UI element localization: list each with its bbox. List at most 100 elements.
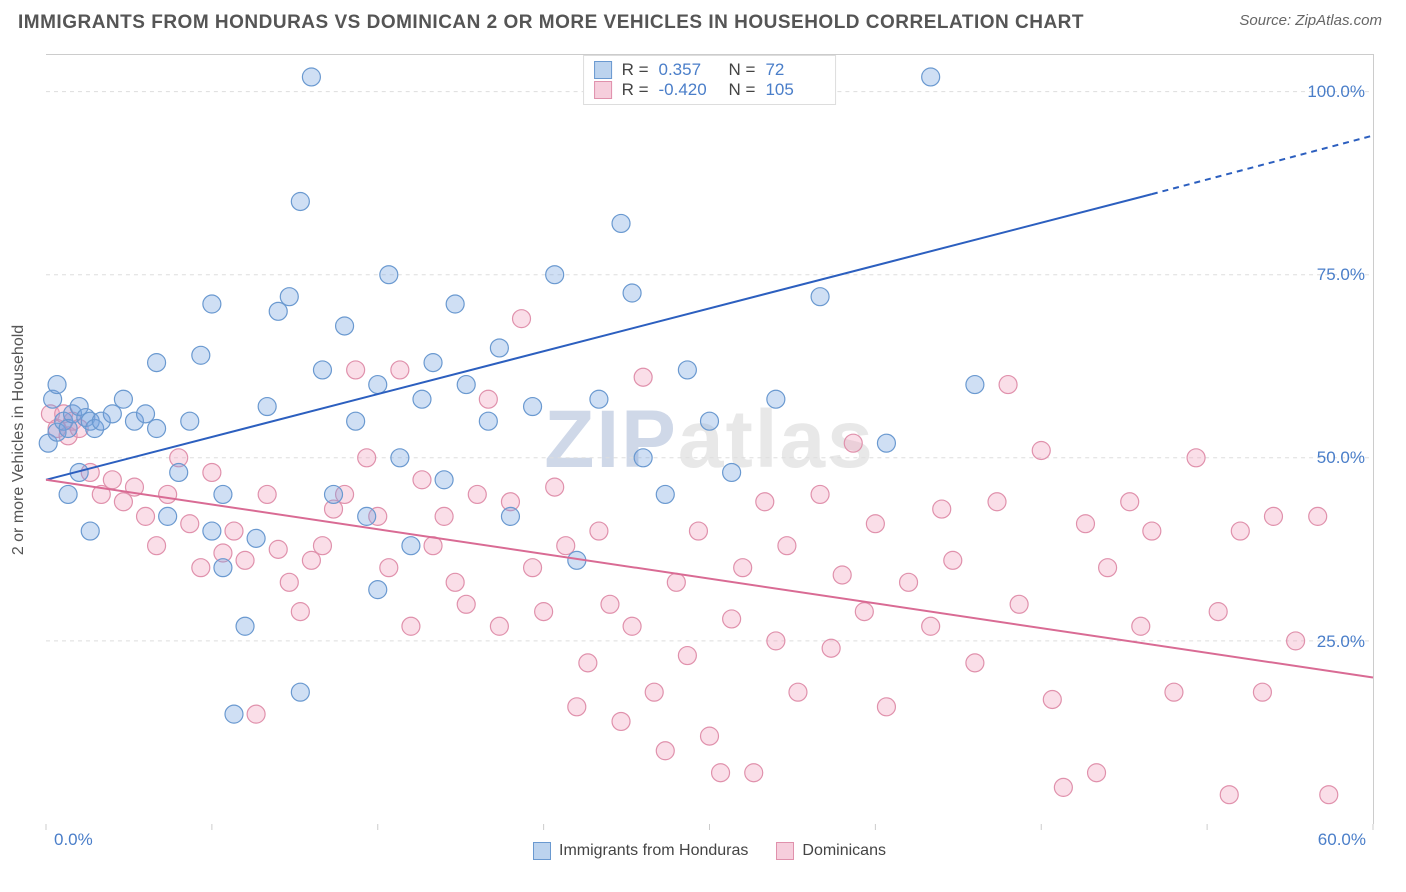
- data-point: [1076, 515, 1094, 533]
- data-point: [247, 529, 265, 547]
- x-min-label: 0.0%: [54, 830, 93, 850]
- stats-legend: R = 0.357 N = 72 R = -0.420 N = 105: [583, 55, 837, 105]
- data-point: [103, 405, 121, 423]
- data-point: [413, 471, 431, 489]
- data-point: [1054, 778, 1072, 796]
- data-point: [148, 537, 166, 555]
- data-point: [501, 507, 519, 525]
- n-value-a: 72: [765, 60, 825, 80]
- data-point: [767, 390, 785, 408]
- data-point: [192, 346, 210, 364]
- data-point: [1320, 786, 1338, 804]
- data-point: [1287, 632, 1305, 650]
- data-point: [325, 485, 343, 503]
- data-point: [623, 617, 641, 635]
- data-point: [667, 573, 685, 591]
- data-point: [1231, 522, 1249, 540]
- data-point: [1220, 786, 1238, 804]
- data-point: [291, 683, 309, 701]
- data-point: [402, 537, 420, 555]
- data-point: [612, 214, 630, 232]
- data-point: [745, 764, 763, 782]
- data-point: [114, 493, 132, 511]
- data-point: [767, 632, 785, 650]
- regression-line-dashed: [1152, 136, 1373, 195]
- data-point: [302, 68, 320, 86]
- data-point: [59, 485, 77, 503]
- data-point: [933, 500, 951, 518]
- data-point: [811, 485, 829, 503]
- data-point: [966, 654, 984, 672]
- data-point: [236, 617, 254, 635]
- data-point: [634, 449, 652, 467]
- data-point: [1121, 493, 1139, 511]
- n-value-b: 105: [765, 80, 825, 100]
- data-point: [280, 573, 298, 591]
- data-point: [457, 595, 475, 613]
- source-value: ZipAtlas.com: [1295, 12, 1382, 29]
- data-point: [479, 390, 497, 408]
- data-point: [656, 742, 674, 760]
- data-point: [1165, 683, 1183, 701]
- data-point: [590, 522, 608, 540]
- data-point: [524, 398, 542, 416]
- data-point: [48, 376, 66, 394]
- data-point: [568, 698, 586, 716]
- data-point: [1132, 617, 1150, 635]
- data-point: [148, 354, 166, 372]
- data-point: [291, 603, 309, 621]
- swatch-honduras: [594, 61, 612, 79]
- data-point: [413, 390, 431, 408]
- plot-svg: [46, 55, 1373, 824]
- legend-label-honduras: Immigrants from Honduras: [559, 842, 748, 860]
- data-point: [181, 515, 199, 533]
- data-point: [81, 522, 99, 540]
- chart-title: IMMIGRANTS FROM HONDURAS VS DOMINICAN 2 …: [18, 12, 1084, 34]
- data-point: [1264, 507, 1282, 525]
- y-tick-label: 25.0%: [1317, 632, 1365, 652]
- data-point: [877, 698, 895, 716]
- r-value-b: -0.420: [659, 80, 719, 100]
- data-point: [148, 420, 166, 438]
- scatter-series-honduras: [39, 68, 984, 723]
- n-label-a: N =: [729, 60, 756, 80]
- data-point: [579, 654, 597, 672]
- data-point: [546, 266, 564, 284]
- x-max-label: 60.0%: [1318, 830, 1366, 850]
- source-credit: Source: ZipAtlas.com: [1239, 12, 1382, 29]
- data-point: [535, 603, 553, 621]
- data-point: [612, 712, 630, 730]
- r-label-a: R =: [622, 60, 649, 80]
- data-point: [811, 288, 829, 306]
- data-point: [822, 639, 840, 657]
- data-point: [380, 559, 398, 577]
- data-point: [103, 471, 121, 489]
- data-point: [988, 493, 1006, 511]
- data-point: [590, 390, 608, 408]
- data-point: [1143, 522, 1161, 540]
- data-point: [358, 507, 376, 525]
- header: IMMIGRANTS FROM HONDURAS VS DOMINICAN 2 …: [0, 0, 1406, 42]
- data-point: [435, 471, 453, 489]
- data-point: [723, 463, 741, 481]
- data-point: [391, 361, 409, 379]
- data-point: [236, 551, 254, 569]
- data-point: [479, 412, 497, 430]
- legend-swatch-honduras: [533, 842, 551, 860]
- data-point: [557, 537, 575, 555]
- data-point: [678, 647, 696, 665]
- data-point: [380, 266, 398, 284]
- data-point: [634, 368, 652, 386]
- data-point: [258, 485, 276, 503]
- data-point: [402, 617, 420, 635]
- data-point: [1088, 764, 1106, 782]
- data-point: [866, 515, 884, 533]
- data-point: [159, 485, 177, 503]
- data-point: [468, 485, 486, 503]
- data-point: [114, 390, 132, 408]
- data-point: [877, 434, 895, 452]
- legend-label-dominicans: Dominicans: [802, 842, 886, 860]
- data-point: [789, 683, 807, 701]
- data-point: [435, 507, 453, 525]
- data-point: [701, 412, 719, 430]
